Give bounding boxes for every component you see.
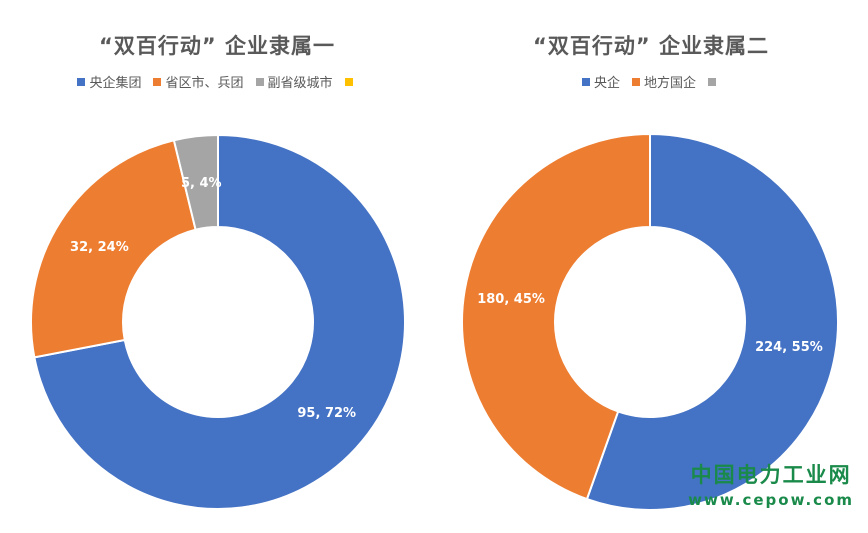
chart-1: “双百行动” 企业隶属一 央企集团 省区市、兵团 副省级城市 95, 72% 32, …	[0, 34, 434, 510]
chart-2-slice-1	[461, 132, 651, 501]
legend-label: 副省级城市	[267, 76, 333, 91]
watermark-url: www.cepow.com	[688, 491, 854, 509]
watermark-name: 中国电力工业网	[690, 463, 852, 487]
chart-1-legend-item	[344, 74, 357, 89]
watermark: 中国电力工业网 www.cepow.com	[688, 459, 854, 509]
legend-label: 地方国企	[644, 76, 697, 91]
chart-2-legend-item	[708, 74, 720, 89]
legend-label: 央企	[593, 76, 620, 91]
chart-1-slice-0	[33, 133, 406, 510]
chart-2-data-label-1: 180, 45%	[477, 292, 545, 307]
legend-swatch	[708, 77, 717, 86]
chart-2-donut: 224, 55% 180, 45%	[461, 132, 839, 511]
chart-2-legend-item: 央企	[581, 72, 620, 91]
chart-2-title: “双百行动” 企业隶属二	[533, 34, 769, 58]
chart-1-data-label-0: 95, 72%	[297, 406, 356, 421]
legend-swatch	[632, 77, 640, 86]
chart-1-legend-item: 央企集团	[77, 72, 141, 91]
chart-2-legend-item: 地方国企	[632, 72, 696, 91]
legend-label: 省区市、兵团	[165, 76, 244, 91]
chart-2-data-label-0: 224, 55%	[755, 340, 823, 355]
chart-1-data-label-2: 5, 4%	[181, 176, 222, 191]
chart-1-title: “双百行动” 企业隶属一	[99, 34, 335, 58]
chart-1-legend: 央企集团 省区市、兵团 副省级城市	[0, 72, 434, 91]
chart-1-slice-1	[30, 139, 197, 359]
chart-2-slice-0	[585, 132, 839, 511]
legend-label: 央企集团	[89, 76, 142, 91]
legend-swatch	[153, 77, 162, 86]
chart-2: “双百行动” 企业隶属二 央企 地方国企 224, 55% 180, 45%	[434, 0, 868, 533]
chart-1-donut: 95, 72% 32, 24% 5, 4%	[30, 133, 406, 510]
chart-1-legend-item: 副省级城市	[255, 72, 333, 91]
legend-swatch	[344, 77, 353, 86]
chart-2-legend: 央企 地方国企	[434, 72, 868, 91]
legend-swatch	[581, 77, 590, 86]
legend-swatch	[77, 77, 86, 86]
legend-swatch	[255, 77, 264, 86]
chart-1-data-label-1: 32, 24%	[70, 240, 129, 255]
chart-1-legend-item: 省区市、兵团	[153, 72, 244, 91]
chart-1-slice-2	[172, 133, 219, 231]
